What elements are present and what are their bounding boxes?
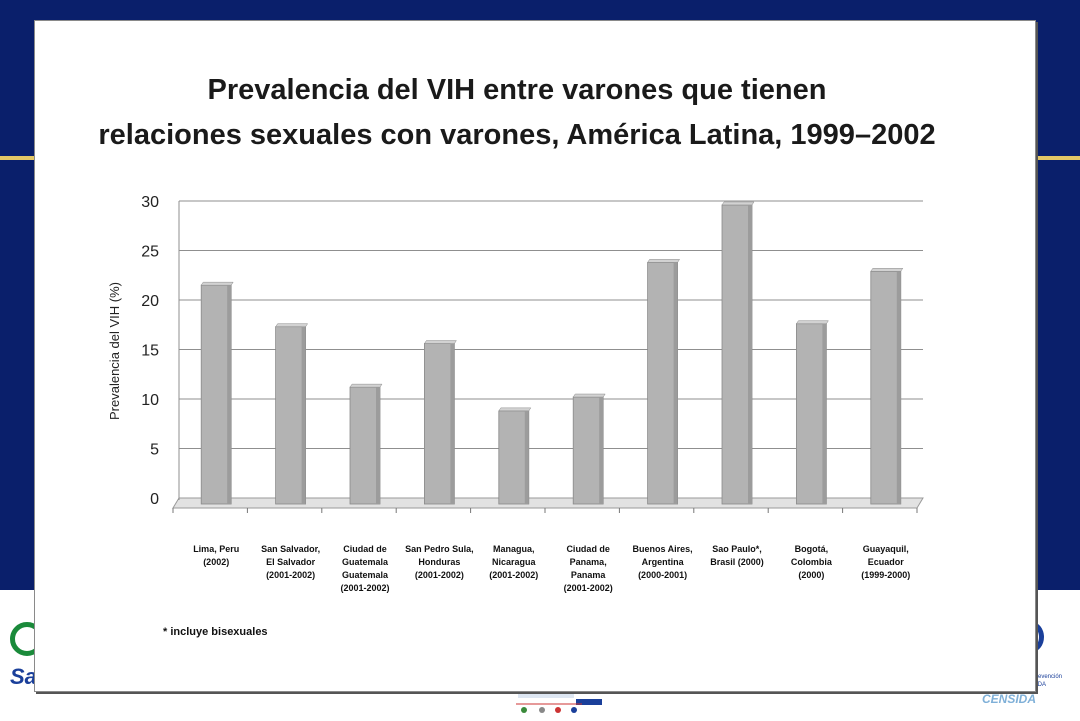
x-tick-label-line: (2001-2002) [489,570,538,580]
x-tick-label-line: (2001-2002) [266,570,315,580]
chart-title-line-2: relaciones sexuales con varones, América… [98,119,935,151]
x-tick-label-line: Buenos Aires, [633,544,693,554]
bar-side [599,397,604,504]
bar-top [870,268,904,272]
bar-side [376,387,380,504]
bar [870,270,902,505]
chart-footnote: * incluye bisexuales [163,626,268,638]
bar [349,386,381,505]
x-tick-label-line: Ciudad de [566,544,610,554]
x-tick-label: Guayaquil, Ecuador (1999-2000) [861,544,910,580]
bar [423,343,455,505]
y-tick-label: 15 [141,343,159,360]
bar-top [572,393,606,398]
x-tick-label-line: (2001-2002) [340,583,389,593]
bar-side [450,343,455,504]
x-tick-label-line: (2000-2001) [638,570,687,580]
x-tick-label: Buenos Aires, Argentina (2000-2001) [633,544,693,580]
plot-area: 0 5 10 15 20 25 30 Lima, Peru (2002) San Salvador… [141,194,924,593]
bar-top [200,281,234,286]
x-tick-label-line: Colombia [791,557,833,567]
gold-divider-right [1032,156,1080,160]
x-tick-label-line: Guayaquil, [863,544,909,554]
bar-side [227,285,232,504]
x-tick-label-line: Sao Paulo*, [712,544,762,554]
x-tick-label-line: Guatemala [342,557,389,567]
x-tick-label-line: Ciudad de [343,544,387,554]
left-logo-text: Sa [10,664,37,689]
partner-logos-icon [516,692,602,713]
x-tick-label-line: El Salvador [266,557,316,567]
y-tick-label: 10 [141,392,159,409]
bar [721,204,753,505]
x-tick-label: San Salvador, El Salvador (2001-2002) [261,544,320,580]
y-tick-label: 0 [150,491,159,508]
x-tick-label: San Pedro Sula, Honduras (2001-2002) [405,544,474,580]
x-tick-label-line: Brasil (2000) [710,557,764,567]
x-tick-label: Ciudad de Panama, Panama (2001-2002) [564,544,613,593]
y-tick-label: 5 [150,442,159,459]
bar [498,410,530,505]
bar [572,396,604,505]
right-logo-line1: Prevención [1032,674,1063,680]
bar-chart: Prevalencia del VIH entre varones que ti… [98,74,935,638]
x-tick-label-line: (2001-2002) [415,570,464,580]
right-logo-name: CENSIDA [982,692,1037,706]
bar [796,323,827,505]
bar-top [275,323,309,327]
bar-side [524,410,529,504]
x-tick-label-line: Nicaragua [492,557,537,567]
right-logo-line2: SIDA [1032,682,1047,688]
x-tick-label-line: Lima, Peru [193,544,239,554]
y-tick-label: 30 [141,194,159,211]
x-tick-label-line: Bogotá, [795,544,829,554]
x-tick-label: Lima, Peru (2002) [193,544,239,567]
x-tick-label-line: San Pedro Sula, [405,544,474,554]
bar-side [896,271,901,504]
x-tick-label-line: (1999-2000) [861,570,910,580]
chart-panel: Prevalencia del VIH entre varones que ti… [34,20,1036,692]
bar [275,326,307,505]
x-tick-label-line: (2001-2002) [564,583,613,593]
chart-title-line-1: Prevalencia del VIH entre varones que ti… [208,74,827,106]
x-tick-label: Sao Paulo*, Brasil (2000) [710,544,764,567]
bar-top [498,407,532,412]
gold-divider-left [0,156,40,160]
x-tick-label-line: Guatemala [342,570,389,580]
x-tick-label-line: (2002) [203,557,229,567]
bar-top [423,340,457,344]
bar-side [822,323,827,504]
bar-top [647,259,681,263]
x-tick-label-line: Honduras [418,557,460,567]
x-tick-label-line: (2000) [798,570,824,580]
y-axis-label: Prevalencia del VIH (%) [107,282,122,420]
partner-logos [512,690,608,716]
x-tick-label-line: Managua, [493,544,535,554]
bar-side [748,204,752,504]
bar-top [349,383,383,388]
y-tick-label: 25 [141,244,159,261]
bar-side [673,262,678,504]
bar-top [795,320,829,325]
bar-top [721,201,755,206]
x-tick-label-line: Ecuador [868,557,905,567]
x-tick-label: Ciudad de Guatemala Guatemala (2001-2002) [340,544,389,593]
x-tick-label-line: Argentina [642,557,685,567]
y-tick-label: 20 [141,293,159,310]
x-tick-label-line: Panama, [570,557,607,567]
bar [647,261,678,505]
x-tick-label: Managua, Nicaragua (2001-2002) [489,544,538,580]
bar [200,284,232,505]
bar-side [301,326,306,504]
x-tick-label: Bogotá, Colombia (2000) [791,544,833,580]
x-tick-label-line: San Salvador, [261,544,320,554]
x-tick-label-line: Panama [571,570,607,580]
